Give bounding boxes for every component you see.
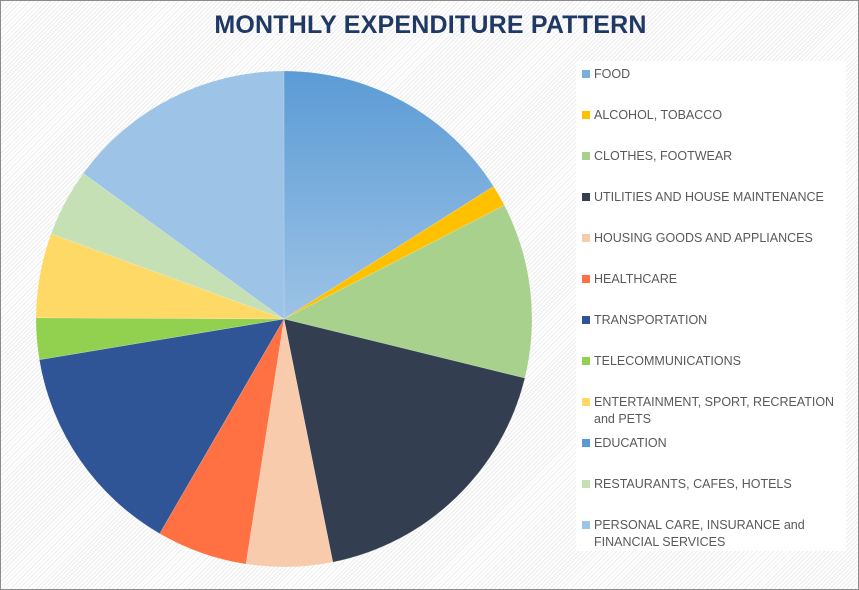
legend-item: UTILITIES AND HOUSE MAINTENANCE [582, 189, 854, 206]
legend-label: HOUSING GOODS AND APPLIANCES [594, 231, 813, 245]
legend-swatch [582, 521, 590, 529]
legend-label: ENTERTAINMENT, SPORT, RECREATION and PET… [594, 395, 835, 426]
legend-swatch [582, 357, 590, 365]
legend-swatch [582, 234, 590, 242]
legend-label: HEALTHCARE [594, 272, 678, 286]
pie-slice-utilities-and-house-maintenance [283, 318, 526, 563]
legend: FOOD ALCOHOL, TOBACCO CLOTHES, FOOTWEAR UTI… [576, 61, 846, 551]
pie-slice-healthcare [159, 318, 285, 565]
legend-swatch [582, 152, 590, 160]
legend-swatch [582, 111, 590, 119]
legend-item: PERSONAL CARE, INSURANCE and FINANCIAL S… [582, 517, 854, 551]
legend-label: PERSONAL CARE, INSURANCE and FINANCIAL S… [594, 518, 805, 549]
legend-swatch [582, 398, 590, 406]
pie-slice-restaurants-cafes-hotels [50, 173, 285, 320]
legend-label: RESTAURANTS, CAFES, HOTELS [594, 477, 792, 491]
legend-label: CLOTHES, FOOTWEAR [594, 149, 733, 163]
legend-swatch [582, 480, 590, 488]
pie-slice-telecommunications [35, 317, 285, 361]
legend-swatch [582, 70, 590, 78]
pie-slice-personal-care-insurance-and-financial-services [82, 70, 285, 320]
pie-slice-alcohol-tobacco [283, 185, 505, 320]
legend-item: ENTERTAINMENT, SPORT, RECREATION and PET… [582, 394, 854, 428]
legend-item: ALCOHOL, TOBACCO [582, 107, 854, 124]
legend-item: HEALTHCARE [582, 271, 854, 288]
legend-label: TELECOMMUNICATIONS [594, 354, 741, 368]
pie-slice-transportation [39, 318, 285, 534]
legend-item: HOUSING GOODS AND APPLIANCES [582, 230, 854, 247]
pie-slice-entertainment-sport-recreation-and-pets [35, 233, 285, 320]
pie-slice-food [283, 70, 494, 320]
legend-swatch [582, 316, 590, 324]
chart-title: MONTHLY EXPENDITURE PATTERN [214, 11, 647, 39]
legend-item: FOOD [582, 66, 854, 83]
pie-slice-housing-goods-and-appliances [245, 318, 334, 568]
legend-label: EDUCATION [594, 436, 667, 450]
legend-label: UTILITIES AND HOUSE MAINTENANCE [594, 190, 824, 204]
legend-label: TRANSPORTATION [594, 313, 708, 327]
legend-swatch [582, 193, 590, 201]
legend-label: FOOD [594, 67, 631, 81]
legend-item: TRANSPORTATION [582, 312, 854, 329]
pie-chart [35, 70, 533, 568]
legend-item: RESTAURANTS, CAFES, HOTELS [582, 476, 854, 493]
legend-item: TELECOMMUNICATIONS [582, 353, 854, 370]
pie-slice-clothes-footwear [283, 204, 533, 379]
legend-label: ALCOHOL, TOBACCO [594, 108, 723, 122]
legend-swatch [582, 275, 590, 283]
legend-swatch [582, 439, 590, 447]
legend-item: CLOTHES, FOOTWEAR [582, 148, 854, 165]
legend-item: EDUCATION [582, 435, 854, 452]
